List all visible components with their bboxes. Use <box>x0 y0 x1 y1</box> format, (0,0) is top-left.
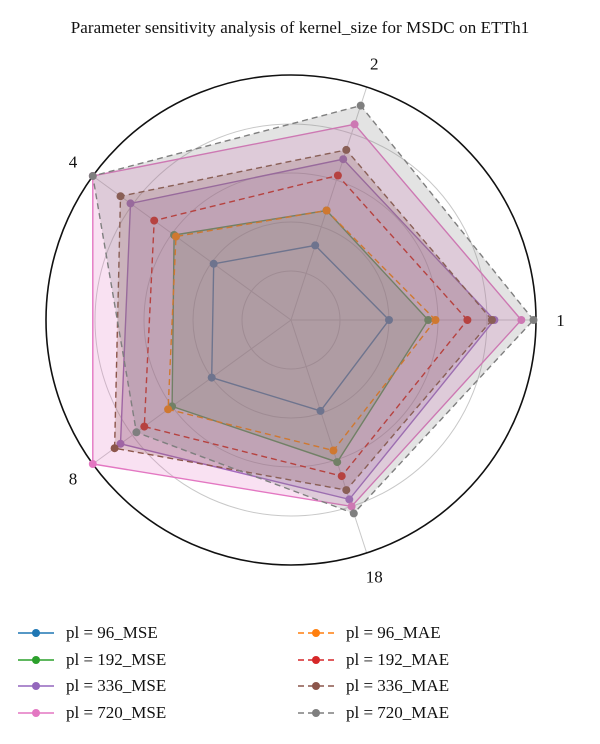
axis-label-4: 4 <box>69 153 78 172</box>
series-line <box>92 123 523 508</box>
legend-item: pl = 336_MSE <box>18 673 166 700</box>
legend-item: pl = 192_MAE <box>298 647 449 674</box>
radar-chart: 1 2 4 8 18 <box>45 55 565 587</box>
data-point-18 <box>349 509 358 518</box>
data-point-2 <box>350 120 359 129</box>
axis-label-1: 1 <box>556 311 565 330</box>
data-point-8 <box>88 460 97 468</box>
data-point-1 <box>431 316 440 324</box>
data-point-4 <box>209 259 218 268</box>
data-point-8 <box>116 439 125 448</box>
data-point-1 <box>463 316 472 324</box>
series-line <box>167 209 437 452</box>
data-point-18 <box>347 502 356 511</box>
axis-label-8: 8 <box>69 469 78 488</box>
data-point-8 <box>132 428 141 437</box>
data-point-18 <box>342 486 351 495</box>
series-line <box>210 244 390 412</box>
legend-swatch <box>298 629 334 638</box>
data-point-2 <box>333 171 342 180</box>
data-point-2 <box>356 101 365 110</box>
data-point-1 <box>424 316 433 324</box>
data-point-18 <box>345 495 354 504</box>
series-pl-96-mae <box>164 206 440 455</box>
data-point-2 <box>342 145 351 154</box>
data-point-8 <box>110 444 119 453</box>
series-pl-192-mae <box>140 171 472 481</box>
legend-swatch <box>298 655 334 664</box>
legend-item: pl = 96_MSE <box>18 620 166 647</box>
data-point-2 <box>311 241 320 250</box>
series-line <box>171 209 430 463</box>
data-point-2 <box>339 155 348 164</box>
legend-label: pl = 336_MSE <box>66 676 167 696</box>
legend-item: pl = 720_MAE <box>298 700 449 727</box>
legend-label: pl = 192_MSE <box>66 649 167 669</box>
data-point-8 <box>140 422 149 431</box>
legend: pl = 96_MSE pl = 192_MSE pl = 336_MSE pl = … <box>18 620 578 732</box>
data-point-4 <box>116 192 125 201</box>
data-point-4 <box>172 232 180 241</box>
series-pl-96-mse <box>207 241 393 415</box>
data-point-1 <box>517 316 526 324</box>
legend-item: pl = 336_MAE <box>298 673 449 700</box>
legend-item: pl = 720_MSE <box>18 700 166 727</box>
series-pl-720-mse <box>88 120 526 511</box>
data-point-1 <box>487 316 496 324</box>
legend-item: pl = 96_MAE <box>298 620 449 647</box>
series-pl-720-mae <box>88 101 538 518</box>
legend-label: pl = 96_MAE <box>346 623 441 643</box>
data-point-1 <box>385 316 393 324</box>
legend-swatch <box>18 655 54 664</box>
legend-item: pl = 192_MSE <box>18 647 166 674</box>
legend-label: pl = 720_MAE <box>346 702 450 722</box>
legend-swatch <box>18 682 54 691</box>
data-point-2 <box>322 206 331 215</box>
axis-labels: 1 2 4 8 18 <box>69 55 565 587</box>
data-point-18 <box>329 446 338 455</box>
axis-label-2: 2 <box>370 55 379 74</box>
series-pl-336-mse <box>116 155 499 504</box>
series-line <box>92 104 535 515</box>
legend-swatch <box>298 708 334 717</box>
series-line <box>143 174 469 477</box>
data-point-18 <box>333 458 342 467</box>
spoke-4 <box>92 175 292 321</box>
legend-label: pl = 720_MSE <box>66 702 167 722</box>
legend-label: pl = 336_MAE <box>346 676 450 696</box>
legend-swatch <box>18 629 54 638</box>
data-point-4 <box>126 199 135 208</box>
data-point-18 <box>316 406 325 415</box>
axis-label-18: 18 <box>366 567 383 586</box>
series-line <box>119 158 496 501</box>
legend-swatch <box>18 708 54 717</box>
legend-label: pl = 96_MSE <box>66 623 158 643</box>
series-layer <box>88 101 538 518</box>
data-point-8 <box>164 405 173 414</box>
data-point-1 <box>529 316 538 324</box>
data-point-4 <box>150 216 159 225</box>
spoke-8 <box>92 319 292 465</box>
data-point-18 <box>337 472 346 481</box>
legend-label: pl = 192_MAE <box>346 649 450 669</box>
legend-swatch <box>298 682 334 691</box>
data-point-8 <box>207 373 216 382</box>
chart-title: Parameter sensitivity analysis of kernel… <box>70 18 530 37</box>
data-point-4 <box>88 172 97 180</box>
